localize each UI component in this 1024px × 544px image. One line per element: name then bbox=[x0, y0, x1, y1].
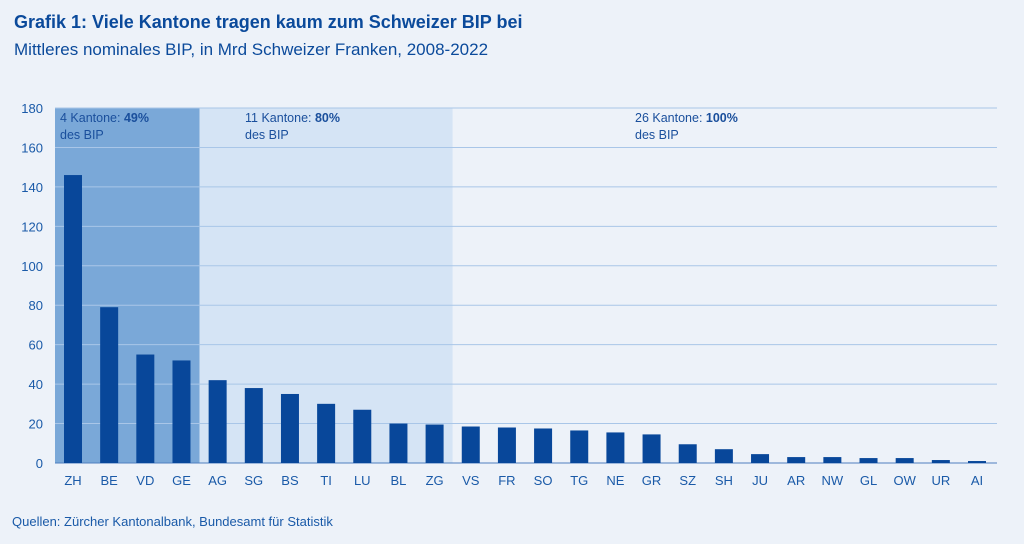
x-tick-label: UR bbox=[931, 473, 950, 488]
x-tick-label: AI bbox=[971, 473, 983, 488]
annotation-sublabel: des BIP bbox=[245, 128, 289, 142]
x-tick-label: TG bbox=[570, 473, 588, 488]
x-tick-label: AR bbox=[787, 473, 805, 488]
bar-FR bbox=[497, 427, 516, 463]
annotation-label: 26 Kantone: 100% bbox=[635, 111, 738, 125]
x-tick-label: SG bbox=[244, 473, 263, 488]
chart-subtitle: Mittleres nominales BIP, in Mrd Schweize… bbox=[14, 40, 489, 59]
x-tick-label: FR bbox=[498, 473, 515, 488]
x-tick-label: SO bbox=[534, 473, 553, 488]
x-tick-label: AG bbox=[208, 473, 227, 488]
bar-NW bbox=[823, 457, 842, 463]
x-tick-label: ZG bbox=[426, 473, 444, 488]
bar-AI bbox=[968, 461, 986, 463]
x-tick-label: VS bbox=[462, 473, 480, 488]
bar-SZ bbox=[678, 444, 697, 463]
bar-UR bbox=[931, 460, 950, 463]
y-tick-label: 60 bbox=[29, 338, 43, 353]
x-tick-label: SZ bbox=[679, 473, 696, 488]
bar-VS bbox=[461, 426, 480, 463]
y-tick-label: 20 bbox=[29, 417, 43, 432]
x-tick-label: VD bbox=[136, 473, 154, 488]
bar-GE bbox=[172, 360, 191, 463]
x-tick-label: ZH bbox=[64, 473, 81, 488]
bar-BS bbox=[280, 393, 299, 463]
x-tick-label: BL bbox=[390, 473, 406, 488]
bar-VD bbox=[136, 354, 155, 463]
bar-BE bbox=[100, 307, 119, 463]
chart-title: Grafik 1: Viele Kantone tragen kaum zum … bbox=[14, 12, 523, 32]
x-tick-label: SH bbox=[715, 473, 733, 488]
bar-AR bbox=[787, 457, 806, 463]
x-tick-label: BS bbox=[281, 473, 299, 488]
region-3 bbox=[452, 108, 997, 463]
annotation-sublabel: des BIP bbox=[635, 128, 679, 142]
bar-TI bbox=[317, 403, 336, 463]
bar-LU bbox=[353, 409, 372, 463]
bar-TG bbox=[570, 430, 589, 463]
bar-GR bbox=[642, 434, 661, 463]
bar-NE bbox=[606, 432, 625, 463]
bar-SO bbox=[534, 428, 553, 463]
bar-ZH bbox=[64, 175, 82, 464]
y-tick-label: 40 bbox=[29, 377, 43, 392]
x-tick-label: OW bbox=[893, 473, 916, 488]
y-tick-label: 0 bbox=[36, 456, 43, 471]
bar-GL bbox=[859, 458, 878, 463]
x-tick-label: GE bbox=[172, 473, 191, 488]
bar-JU bbox=[751, 454, 770, 463]
x-tick-label: NE bbox=[606, 473, 624, 488]
bar-AG bbox=[208, 380, 227, 463]
source-note: Quellen: Zürcher Kantonalbank, Bundesamt… bbox=[12, 514, 333, 529]
bar-ZG bbox=[425, 424, 444, 463]
y-tick-label: 180 bbox=[21, 101, 43, 116]
bar-SH bbox=[714, 449, 733, 463]
x-tick-label: GR bbox=[642, 473, 662, 488]
y-tick-label: 160 bbox=[21, 140, 43, 155]
y-tick-label: 80 bbox=[29, 298, 43, 313]
annotation-label: 11 Kantone: 80% bbox=[245, 111, 340, 125]
y-tick-label: 100 bbox=[21, 259, 43, 274]
x-tick-label: GL bbox=[860, 473, 877, 488]
bar-SG bbox=[244, 388, 263, 463]
y-tick-label: 120 bbox=[21, 219, 43, 234]
x-tick-label: NW bbox=[822, 473, 844, 488]
bar-BL bbox=[389, 423, 408, 463]
y-tick-label: 140 bbox=[21, 180, 43, 195]
x-tick-label: JU bbox=[752, 473, 768, 488]
annotation-sublabel: des BIP bbox=[60, 128, 104, 142]
annotation-label: 4 Kantone: 49% bbox=[60, 111, 149, 125]
bar-OW bbox=[895, 458, 914, 463]
x-tick-label: TI bbox=[320, 473, 332, 488]
x-tick-label: BE bbox=[100, 473, 118, 488]
x-tick-label: LU bbox=[354, 473, 371, 488]
